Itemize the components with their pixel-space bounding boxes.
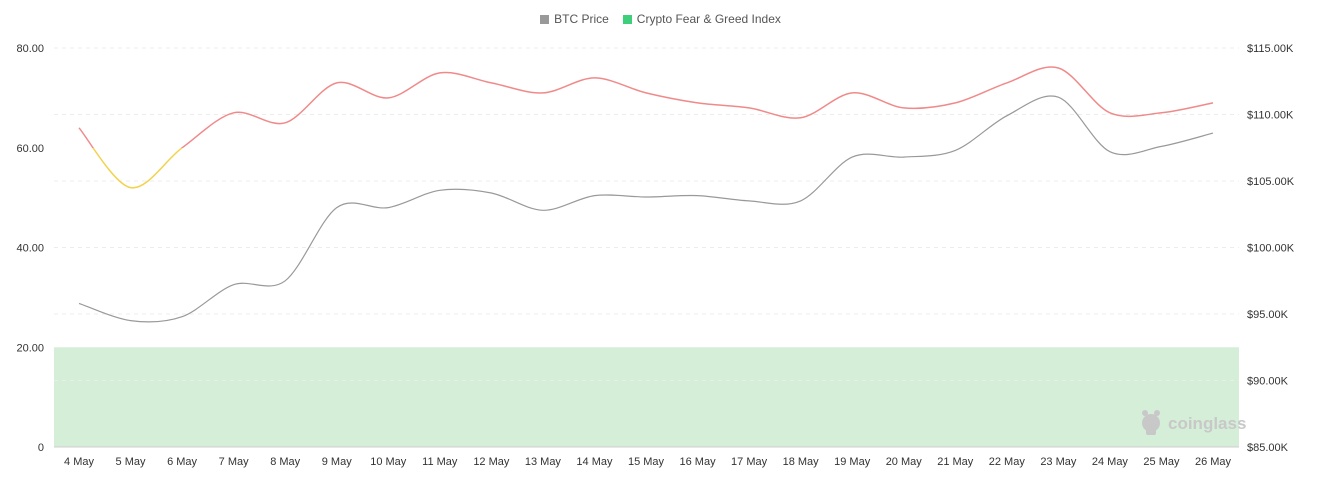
coinglass-logo: coinglass xyxy=(1142,410,1246,435)
x-tick-label: 15 May xyxy=(628,456,665,468)
x-tick-label: 4 May xyxy=(64,456,94,468)
legend: BTC Price Crypto Fear & Greed Index xyxy=(0,12,1321,26)
left-tick-label: 20.00 xyxy=(16,342,44,354)
x-tick-label: 22 May xyxy=(989,456,1026,468)
legend-swatch-fear-greed xyxy=(622,14,632,24)
right-tick-label: $105.00K xyxy=(1247,176,1295,188)
left-tick-label: 80.00 xyxy=(16,43,44,55)
x-tick-label: 18 May xyxy=(783,456,820,468)
x-tick-label: 17 May xyxy=(731,456,768,468)
series-line-btc-price[interactable] xyxy=(78,95,1214,323)
x-tick-label: 14 May xyxy=(576,456,613,468)
extreme-fear-zone xyxy=(54,347,1239,447)
x-tick-label: 16 May xyxy=(680,456,717,468)
right-axis-ticks: $85.00K $90.00K $95.00K $100.00K $105.00K $11… xyxy=(1247,43,1295,454)
x-tick-label: 10 May xyxy=(370,456,407,468)
x-tick-label: 23 May xyxy=(1040,456,1077,468)
grid-lines xyxy=(54,47,1239,448)
right-tick-label: $90.00K xyxy=(1247,376,1289,388)
left-tick-label: 60.00 xyxy=(16,143,44,155)
right-tick-label: $100.00K xyxy=(1247,243,1295,255)
x-tick-label: 5 May xyxy=(116,456,146,468)
legend-label-fear-greed: Crypto Fear & Greed Index xyxy=(636,12,781,26)
coinglass-watermark: coinglass xyxy=(1168,414,1246,433)
legend-label-btc-price: BTC Price xyxy=(554,12,609,26)
legend-item-fear-greed[interactable]: Crypto Fear & Greed Index xyxy=(622,12,781,26)
x-tick-label: 13 May xyxy=(525,456,562,468)
x-tick-label: 12 May xyxy=(473,456,510,468)
x-axis-ticks: 4 May 5 May 6 May 7 May 8 May 9 May 10 May 11 M… xyxy=(64,456,1232,468)
right-tick-label: $110.00K xyxy=(1247,110,1294,122)
x-tick-label: 26 May xyxy=(1195,456,1232,468)
x-tick-label: 8 May xyxy=(270,456,300,468)
left-tick-label: 0 xyxy=(38,442,44,454)
x-tick-label: 11 May xyxy=(422,456,458,468)
x-tick-label: 25 May xyxy=(1143,456,1180,468)
legend-swatch-btc-price xyxy=(540,14,550,24)
left-tick-label: 40.00 xyxy=(16,243,44,255)
right-tick-label: $85.00K xyxy=(1247,442,1289,454)
x-tick-label: 21 May xyxy=(937,456,974,468)
left-axis-ticks: 0 20.00 40.00 60.00 80.00 xyxy=(16,43,44,454)
x-tick-label: 6 May xyxy=(167,456,197,468)
x-tick-label: 7 May xyxy=(219,456,249,468)
x-tick-label: 19 May xyxy=(834,456,871,468)
x-tick-label: 24 May xyxy=(1092,456,1129,468)
x-tick-label: 9 May xyxy=(322,456,352,468)
coinglass-icon xyxy=(1142,410,1160,435)
legend-item-btc-price[interactable]: BTC Price xyxy=(540,12,609,26)
x-tick-label: 20 May xyxy=(886,456,923,468)
right-tick-label: $115.00K xyxy=(1247,43,1294,55)
series-line-fear-greed[interactable] xyxy=(78,66,1214,189)
right-tick-label: $95.00K xyxy=(1247,309,1289,321)
